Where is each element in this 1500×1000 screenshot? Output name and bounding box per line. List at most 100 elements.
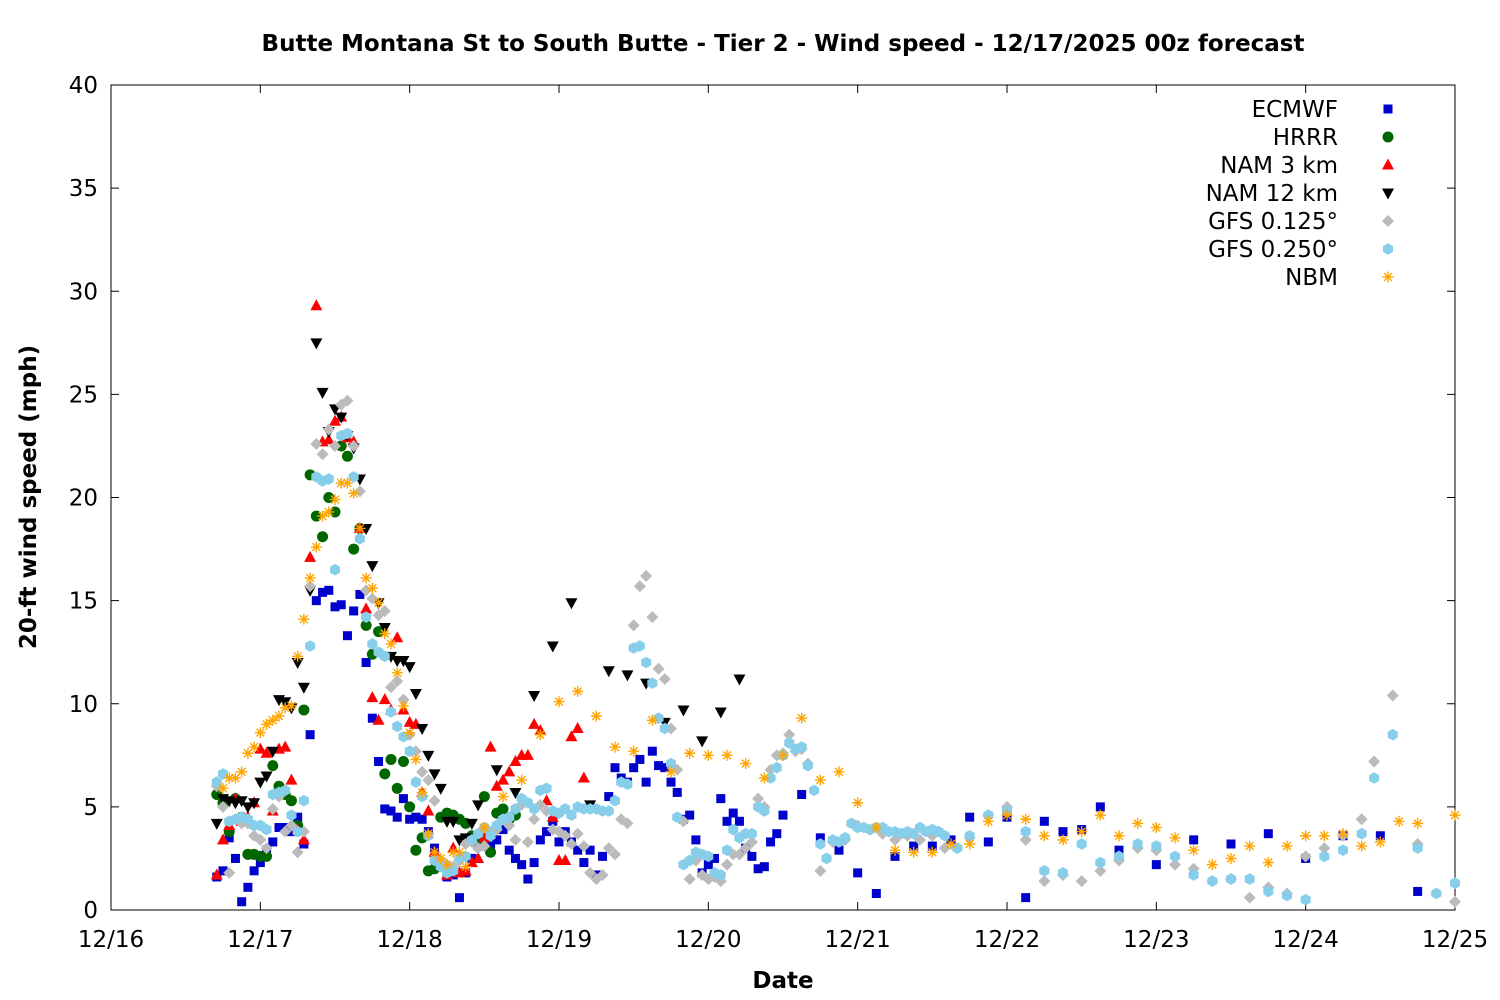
- nam-12-km-point: [472, 800, 485, 812]
- ecmwf-point: [647, 746, 657, 756]
- gfs-0-125-point: [1386, 689, 1399, 702]
- gfs-0-125-point: [509, 833, 522, 846]
- legend-item-gfs-0-250: GFS 0.250°: [1208, 237, 1394, 263]
- gfs-0-125-point: [391, 675, 404, 688]
- nam-3-km-point: [372, 713, 385, 725]
- nbm-point: [814, 774, 826, 786]
- nbm-point: [323, 506, 335, 518]
- hrrr-point: [478, 791, 490, 803]
- nbm-point: [721, 749, 733, 761]
- nbm-point: [1001, 809, 1013, 821]
- nam-12-km-point: [397, 655, 410, 667]
- gfs-0-250-point: [510, 803, 521, 815]
- gfs-0-125-point: [721, 858, 733, 871]
- gfs-0-250-point: [964, 829, 975, 842]
- hrrr-point: [404, 801, 416, 813]
- nam-3-km-point: [304, 550, 317, 562]
- nam-3-km-point: [577, 771, 590, 783]
- gfs-0-125-point: [627, 619, 640, 632]
- nbm-point: [1038, 830, 1050, 842]
- nbm-point: [870, 822, 882, 833]
- nam-12-km-point: [714, 707, 727, 719]
- y-tick-label: 5: [83, 795, 98, 821]
- ecmwf-point: [330, 602, 340, 612]
- x-tick-label: 12/17: [227, 927, 293, 953]
- gfs-0-125-point: [428, 794, 441, 807]
- nbm-point: [553, 696, 565, 708]
- nbm-point: [447, 846, 459, 858]
- ecmwf-point: [392, 812, 402, 822]
- ecmwf-point: [529, 858, 539, 868]
- gfs-0-250-point: [1449, 877, 1461, 889]
- gfs-0-125-point: [366, 592, 379, 605]
- gfs-0-125-point: [266, 802, 279, 815]
- gfs-0-250-point: [504, 811, 515, 823]
- nbm-point: [926, 846, 938, 858]
- nam-3-km-point: [285, 773, 298, 785]
- x-tick-label: 12/16: [78, 927, 144, 953]
- nbm-point: [379, 628, 391, 640]
- gfs-0-250-point: [1387, 728, 1398, 741]
- x-tick-label: 12/25: [1422, 927, 1488, 953]
- gfs-0-250-point: [385, 706, 397, 718]
- ecmwf-point: [243, 882, 253, 892]
- ecmwf-point: [255, 858, 265, 868]
- nbm-point: [366, 582, 378, 594]
- nam-3-km-point: [360, 602, 373, 614]
- ecmwf-point: [965, 812, 975, 822]
- nam-12-km-point: [434, 783, 447, 795]
- nbm-point: [223, 772, 235, 784]
- nam-3-km-point: [484, 740, 497, 752]
- nbm-point: [1318, 830, 1330, 842]
- ecmwf-point: [747, 851, 757, 861]
- legend-label: ECMWF: [1252, 97, 1338, 123]
- ecmwf-point: [1375, 831, 1385, 841]
- ecmwf-point: [454, 893, 464, 903]
- hrrr-point: [410, 844, 422, 856]
- gfs-0-250-point: [684, 854, 695, 867]
- series-gfs-0-125: [210, 394, 1461, 908]
- gfs-0-250-point: [342, 427, 353, 440]
- gfs-0-250-point: [647, 677, 658, 689]
- ecmwf-point: [411, 812, 421, 822]
- gfs-0-250-point: [329, 563, 341, 576]
- nam-12-km-point: [528, 691, 541, 702]
- nbm-point: [1281, 840, 1293, 852]
- nam-12-km-point: [210, 818, 223, 830]
- ecmwf-point: [305, 730, 315, 740]
- legend-item-nbm: NBM: [1285, 265, 1394, 291]
- gfs-0-125-point: [360, 584, 373, 597]
- nbm-point: [1057, 834, 1069, 846]
- hrrr-point: [267, 760, 279, 772]
- nam-3-km-point: [260, 746, 273, 758]
- ecmwf-point: [766, 837, 776, 847]
- nbm-point: [1393, 815, 1405, 827]
- x-axis: 12/16 12/17 12/18 12/19 12/20 12/21 12/22 12/23…: [78, 85, 1488, 953]
- nam-12-km-point: [241, 802, 254, 814]
- ecmwf-point: [510, 853, 520, 863]
- gfs-0-125-point: [621, 817, 634, 830]
- ecmwf-point: [293, 812, 303, 822]
- ecmwf-point: [672, 787, 682, 797]
- gfs-0-125-point: [1355, 813, 1368, 826]
- gfs-0-125-point: [745, 835, 758, 848]
- chart-title: Butte Montana St to South Butte - Tier 2…: [262, 31, 1305, 57]
- gfs-0-250-point: [809, 784, 820, 797]
- gfs-0-250-point: [1244, 873, 1255, 885]
- y-axis-label: 20-ft wind speed (mph): [16, 345, 42, 649]
- gfs-0-250-point: [404, 745, 415, 757]
- gfs-0-250-point: [1132, 838, 1143, 850]
- data-points: [210, 299, 1461, 908]
- ecmwf-point: [268, 837, 278, 847]
- nam-12-km-point: [422, 750, 435, 762]
- nam-12-km-point: [291, 658, 304, 669]
- x-tick-label: 12/21: [825, 927, 891, 953]
- nam-3-km-point: [217, 833, 229, 845]
- gfs-0-250-point: [379, 650, 390, 663]
- ecmwf-point: [311, 596, 321, 606]
- hrrr-point: [397, 756, 409, 767]
- gfs-0-250-point: [665, 757, 677, 770]
- nbm-point: [777, 749, 789, 761]
- nam-12-km-point: [248, 798, 261, 810]
- gfs-0-250-point: [485, 829, 496, 842]
